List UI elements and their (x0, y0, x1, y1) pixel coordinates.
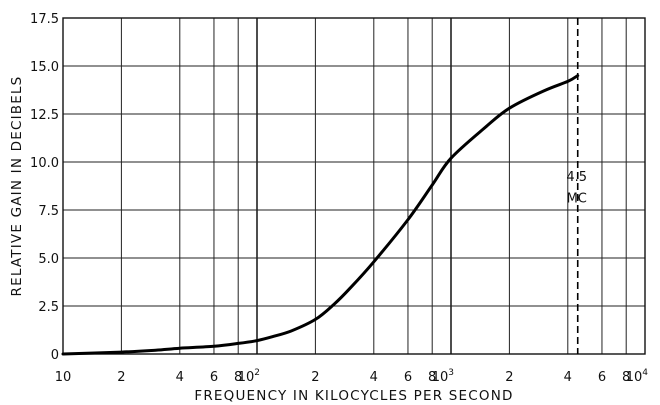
annotations: 4.5 MC (566, 170, 587, 206)
x-tick-label: 4 (564, 370, 572, 385)
x-tick-label: 8 (428, 370, 436, 385)
x-tick-label: 10 (55, 370, 72, 385)
gain-curve (61, 74, 580, 356)
y-tick-labels: 0 2.5 5.0 7.5 10.0 12.5 15.0 17.5 (30, 12, 59, 363)
x-tick-label: 102 (238, 368, 260, 385)
grid-lines (63, 18, 645, 354)
x-tick-label: 8 (234, 370, 242, 385)
x-axis-label: FREQUENCY IN KILOCYCLES PER SECOND (194, 388, 513, 404)
y-tick-label: 0 (51, 348, 59, 363)
annotation-label: MC (567, 191, 587, 206)
y-tick-label: 5.0 (38, 252, 59, 267)
x-tick-label: 103 (432, 368, 454, 385)
x-tick-label: 2 (117, 370, 125, 385)
annotation-label: 4.5 (566, 170, 587, 185)
y-tick-label: 17.5 (30, 12, 59, 27)
y-tick-label: 7.5 (38, 204, 59, 219)
x-tick-label: 4 (176, 370, 184, 385)
x-tick-label: 4 (370, 370, 378, 385)
x-tick-exponent: 3 (448, 368, 454, 378)
y-tick-label: 2.5 (38, 300, 59, 315)
x-tick-exponent: 4 (642, 368, 648, 378)
x-tick-label: 6 (598, 370, 606, 385)
x-tick-exponent: 2 (254, 368, 260, 378)
x-tick-label: 8 (622, 370, 630, 385)
x-tick-label: 6 (210, 370, 218, 385)
y-tick-label: 12.5 (30, 108, 59, 123)
x-tick-label: 2 (505, 370, 513, 385)
x-tick-label: 6 (404, 370, 412, 385)
x-tick-label: 104 (626, 368, 649, 385)
y-tick-label: 15.0 (30, 60, 59, 75)
x-tick-label: 2 (311, 370, 319, 385)
y-axis-label: RELATIVE GAIN IN DECIBELS (9, 76, 25, 297)
y-tick-label: 10.0 (30, 156, 59, 171)
plot-frame (62, 17, 646, 355)
